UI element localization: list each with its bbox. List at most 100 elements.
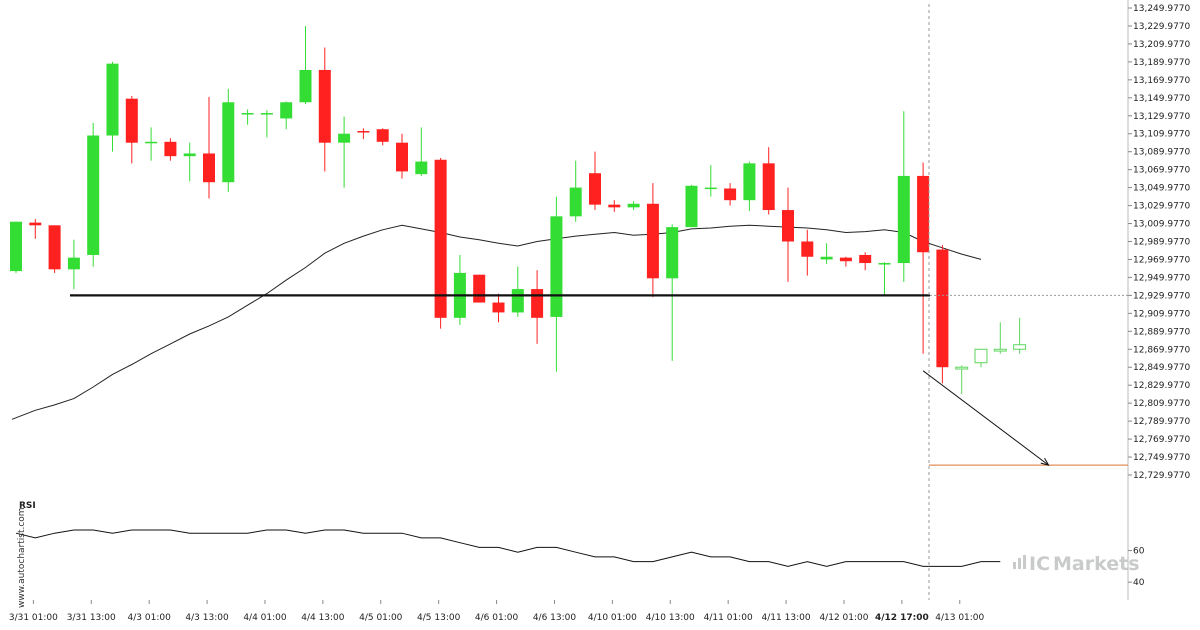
candle-body xyxy=(936,249,949,368)
candle-body xyxy=(125,98,138,143)
rsi-title: RSI xyxy=(19,501,36,511)
price-tick-label: 12,909.9770 xyxy=(1133,309,1191,319)
price-tick-label: 13,209.9770 xyxy=(1133,40,1191,50)
candle-body xyxy=(897,175,910,264)
candle xyxy=(801,229,814,276)
brand-suffix: Markets xyxy=(1053,553,1140,575)
candle xyxy=(685,184,698,228)
projection-arrow-line xyxy=(922,370,1049,466)
candle xyxy=(183,142,196,182)
candle-body xyxy=(782,210,794,242)
candle xyxy=(704,165,717,197)
candle-body xyxy=(955,366,969,370)
overlays xyxy=(70,4,1128,600)
candle xyxy=(743,161,756,211)
time-tick-label: 4/13 01:00 xyxy=(935,613,984,623)
price-tick-label: 13,149.9770 xyxy=(1133,94,1191,104)
price-tick-label: 12,769.9770 xyxy=(1133,435,1191,445)
candle-body xyxy=(878,263,891,265)
candle xyxy=(280,101,293,130)
candles xyxy=(10,25,1027,395)
candle-body xyxy=(974,348,988,364)
rsi-tick-label: 40 xyxy=(1133,578,1145,588)
candle xyxy=(1013,317,1027,354)
rsi-line xyxy=(15,529,1001,567)
time-tick-label: 3/31 13:00 xyxy=(67,613,116,623)
price-tick-label: 12,989.9770 xyxy=(1133,238,1191,248)
price-tick-label: 12,809.9770 xyxy=(1133,399,1191,409)
candle xyxy=(145,127,158,161)
candle xyxy=(550,196,563,372)
brand-logo: IC Markets xyxy=(1013,553,1140,575)
candle xyxy=(589,151,601,211)
time-tick-label: 4/6 01:00 xyxy=(475,613,519,623)
price-tick-label: 12,729.9770 xyxy=(1133,471,1191,481)
candle xyxy=(878,262,891,296)
candle xyxy=(666,224,679,361)
time-tick-label: 4/10 01:00 xyxy=(588,613,637,623)
candle xyxy=(608,200,621,212)
time-tick-label: 4/5 13:00 xyxy=(417,613,461,623)
time-tick-label: 4/3 01:00 xyxy=(128,613,172,623)
candle xyxy=(415,127,428,176)
candle xyxy=(762,147,775,215)
candle-body xyxy=(203,153,215,183)
candle-body xyxy=(67,257,80,270)
watermark-text: www.autochartist.com xyxy=(17,507,27,608)
candle xyxy=(376,128,389,146)
candle xyxy=(222,88,235,193)
price-tick-label: 12,849.9770 xyxy=(1133,363,1191,373)
candle xyxy=(627,201,640,211)
candle-body xyxy=(801,241,814,257)
candle xyxy=(453,254,466,326)
candle-body xyxy=(260,113,273,115)
candle-body xyxy=(299,69,312,103)
candle xyxy=(396,133,408,179)
candle xyxy=(48,225,61,273)
candle xyxy=(203,96,215,199)
brand-bar-icon xyxy=(1018,558,1021,569)
projection-arrow-head-icon xyxy=(1040,457,1050,466)
candle-body xyxy=(608,204,621,208)
candle-body xyxy=(318,69,331,143)
candle-body xyxy=(762,163,775,211)
time-tick-label: 4/4 01:00 xyxy=(243,613,287,623)
candle-body xyxy=(1013,344,1027,350)
price-tick-label: 13,129.9770 xyxy=(1133,112,1191,122)
candle-body xyxy=(164,141,177,157)
candle xyxy=(434,157,447,329)
candle-body xyxy=(48,225,61,270)
moving-average-path xyxy=(11,224,982,420)
candle xyxy=(10,221,22,273)
candle xyxy=(87,122,100,267)
candle-body xyxy=(627,203,640,208)
rsi-tick-label: 60 xyxy=(1133,547,1145,557)
price-tick-label: 13,089.9770 xyxy=(1133,148,1191,158)
price-tick-label: 13,069.9770 xyxy=(1133,166,1191,176)
candle xyxy=(511,266,524,317)
candle-body xyxy=(820,256,833,260)
candle xyxy=(67,239,80,290)
time-tick-label: 4/5 01:00 xyxy=(359,613,403,623)
candle xyxy=(531,270,544,344)
price-tick-label: 13,189.9770 xyxy=(1133,58,1191,68)
candle-body xyxy=(434,159,447,318)
time-tick-label: 4/12 17:00 xyxy=(875,613,929,623)
price-tick-label: 12,869.9770 xyxy=(1133,345,1191,355)
candle-body xyxy=(666,227,679,279)
price-tick-label: 12,749.9770 xyxy=(1133,453,1191,463)
candle xyxy=(241,109,254,125)
candle xyxy=(569,160,582,222)
price-tick-label: 12,789.9770 xyxy=(1133,417,1191,427)
candle-body xyxy=(338,133,351,143)
candle-body xyxy=(376,129,389,142)
price-tick-label: 13,249.9770 xyxy=(1133,4,1191,14)
candle-body xyxy=(415,161,428,175)
price-tick-label: 13,169.9770 xyxy=(1133,76,1191,86)
candle xyxy=(936,245,949,384)
candle-body xyxy=(685,185,698,228)
candle-body xyxy=(589,173,601,205)
candle-body xyxy=(917,175,930,253)
candle-body xyxy=(10,221,22,272)
